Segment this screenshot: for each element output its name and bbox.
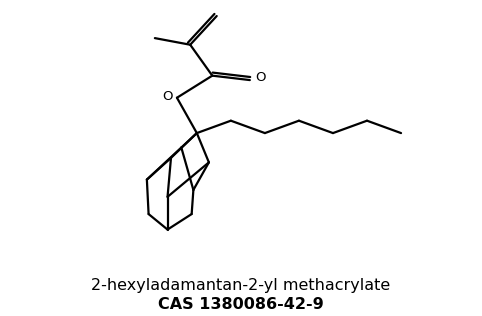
- Text: O: O: [162, 90, 173, 103]
- Text: CAS 1380086-42-9: CAS 1380086-42-9: [158, 296, 324, 312]
- Text: O: O: [255, 71, 266, 84]
- Text: 2-hexyladamantan-2-yl methacrylate: 2-hexyladamantan-2-yl methacrylate: [92, 278, 390, 293]
